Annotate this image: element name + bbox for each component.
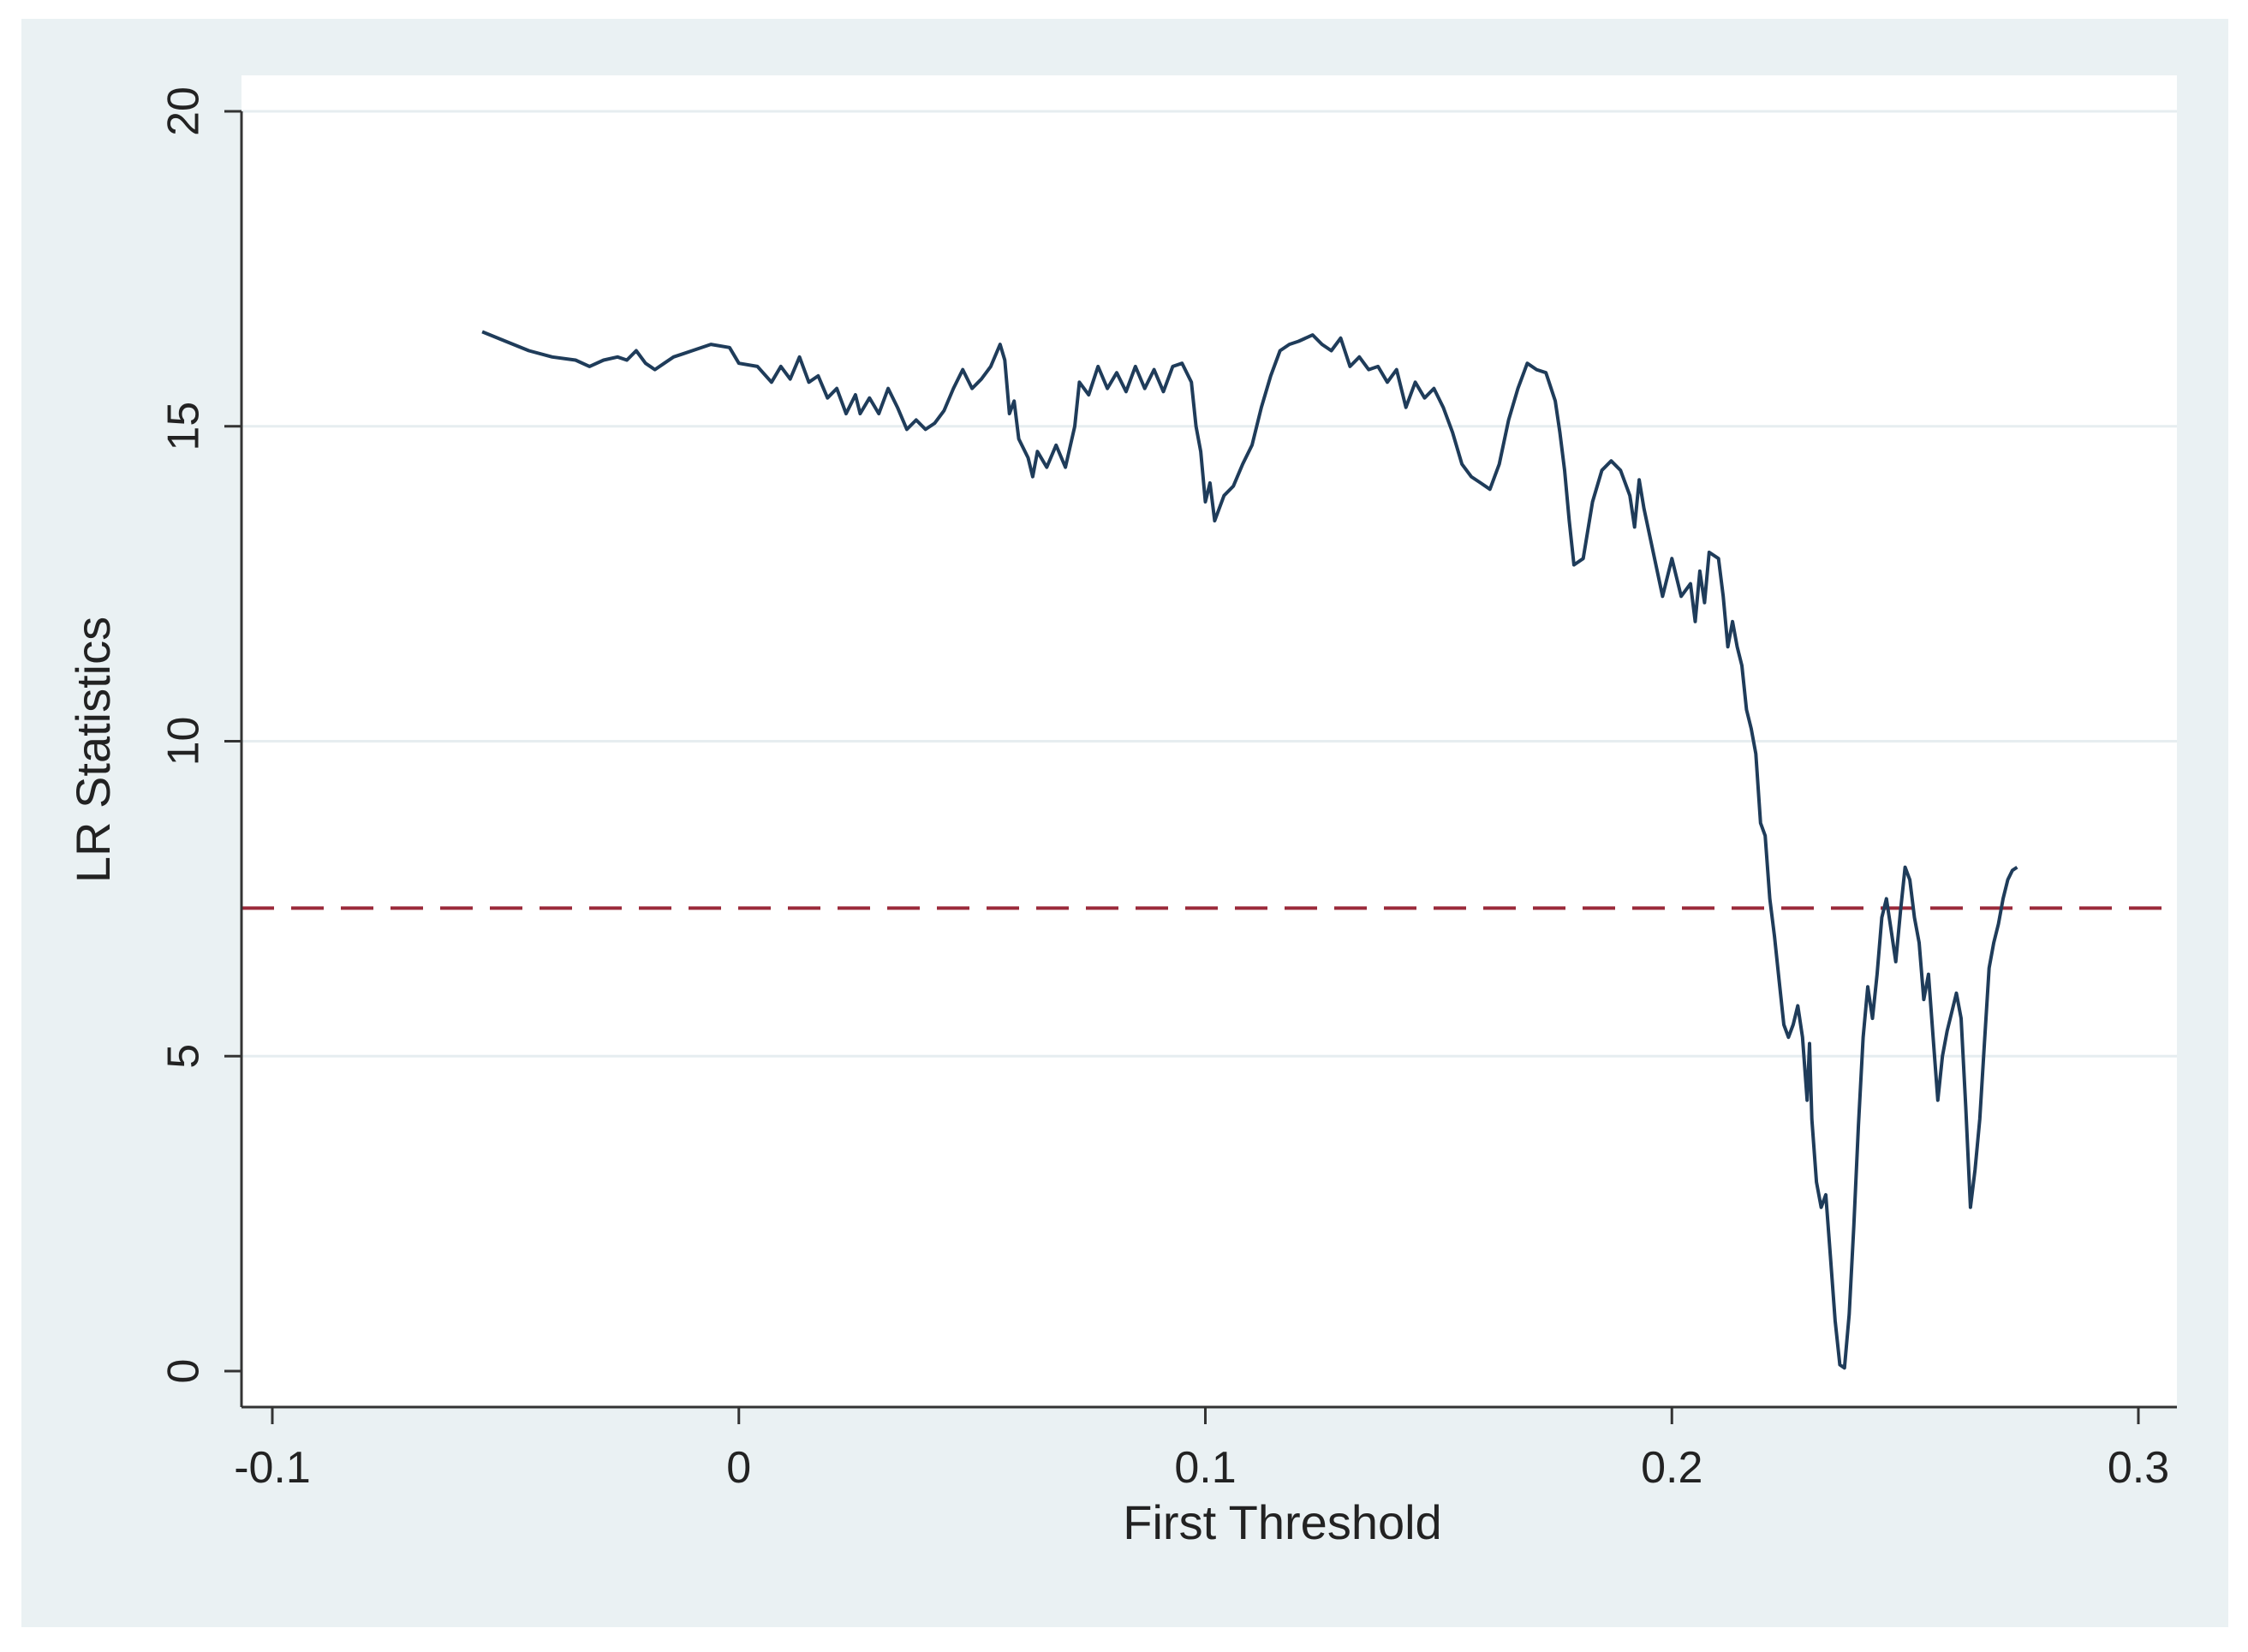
y-tick-label-0: 0: [159, 1359, 209, 1384]
x-tick-label-3: 0.2: [1641, 1443, 1702, 1493]
y-tick-label-10: 10: [159, 717, 209, 766]
x-tick-label-4: 0.3: [2108, 1443, 2169, 1493]
y-tick-label-20: 20: [159, 86, 209, 136]
x-tick-label-1: 0: [726, 1443, 751, 1493]
gridlines: [241, 110, 2177, 1058]
x-tick-label-2: 0.1: [1174, 1443, 1236, 1493]
x-axis-title: First Threshold: [1123, 1495, 1441, 1549]
y-axis-ticks: 0 5 10 15 20: [159, 86, 241, 1383]
y-tick-label-5: 5: [159, 1044, 209, 1069]
x-axis-ticks: -0.1 0 0.1 0.2 0.3: [234, 1407, 2169, 1493]
y-tick-label-15: 15: [159, 402, 209, 451]
lr-statistics-line: [481, 330, 2018, 1370]
x-tick-label-0: -0.1: [234, 1443, 311, 1493]
y-axis-title: LR Statistics: [66, 617, 120, 883]
